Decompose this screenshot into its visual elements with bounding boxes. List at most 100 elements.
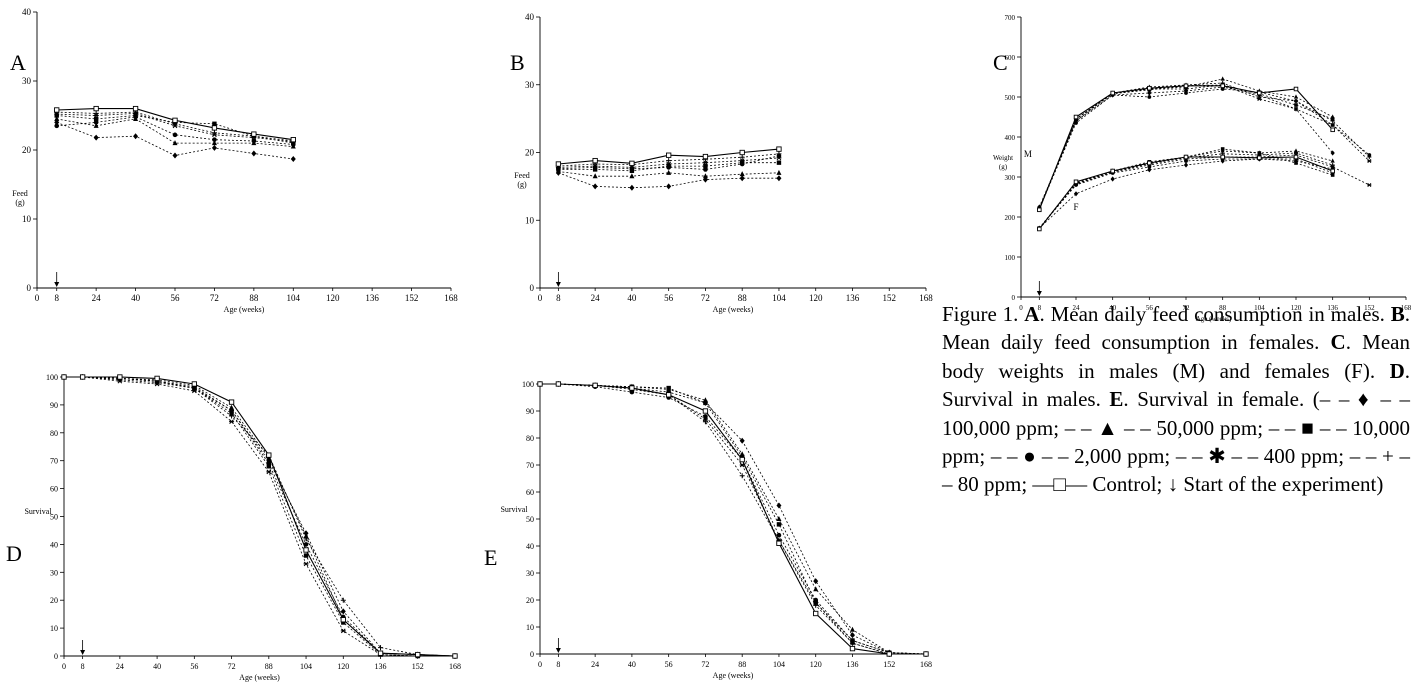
x-tick-label: 56 xyxy=(190,662,198,671)
data-point-open-square xyxy=(776,540,782,546)
y-tick-label: 20 xyxy=(50,596,58,605)
data-point-square xyxy=(266,464,272,469)
x-tick-label: 40 xyxy=(153,662,161,671)
data-point-open-square xyxy=(555,381,562,387)
x-tick-label: 168 xyxy=(444,293,458,303)
data-point-plus xyxy=(702,419,708,425)
data-point-open-square xyxy=(702,153,709,160)
data-point-open-square xyxy=(1220,83,1225,89)
legend-control: —□— Control; xyxy=(1032,472,1163,497)
x-tick-label: 8 xyxy=(556,293,561,303)
data-point-square xyxy=(303,553,309,558)
data-point-open-square xyxy=(154,375,160,382)
x-tick-label: 104 xyxy=(300,662,312,671)
data-point-open-square xyxy=(1330,127,1335,133)
y-axis-label: Feed xyxy=(12,189,28,198)
data-point-circle xyxy=(1294,159,1298,163)
data-point-plus xyxy=(1257,94,1262,100)
data-point-square xyxy=(703,163,708,169)
x-tick-label: 40 xyxy=(131,293,141,303)
chart-panel-e: 0 10 20 30 40 50 60 70 80 90 100 0 8 24 40 56 72 88 104 120… xyxy=(484,380,932,680)
data-point-diamond xyxy=(776,502,782,509)
y-tick-label: 0 xyxy=(530,650,534,659)
x-tick-label: 8 xyxy=(81,662,85,671)
x-tick-label: 88 xyxy=(249,293,259,303)
x-tick-label: 136 xyxy=(846,660,858,669)
data-point-open-square xyxy=(1183,154,1189,160)
data-point-open-square xyxy=(702,408,709,414)
start-arrow-head xyxy=(555,282,561,287)
series-line-open-square xyxy=(64,376,456,657)
legend-start: ↓ Start of the experiment) xyxy=(1167,472,1384,497)
series-line-open-square xyxy=(1038,156,1333,230)
x-tick-label: 168 xyxy=(920,660,932,669)
series-line-square xyxy=(540,383,927,655)
figure-caption: Figure 1. A. Mean daily feed consumption… xyxy=(942,300,1410,499)
data-point-diamond xyxy=(290,155,296,162)
y-tick-label: 50 xyxy=(526,515,534,524)
data-point-open-square xyxy=(666,152,672,158)
data-point-open-square xyxy=(172,117,178,123)
x-tick-label: 104 xyxy=(773,660,785,669)
series-line-star xyxy=(56,112,294,143)
x-tick-label: 152 xyxy=(1364,304,1375,312)
data-point-diamond xyxy=(1183,162,1189,168)
data-point-diamond xyxy=(1183,88,1189,94)
data-point-diamond xyxy=(629,184,635,191)
x-tick-label: 136 xyxy=(365,293,379,303)
data-point-open-square xyxy=(132,105,139,112)
x-tick-label: 168 xyxy=(919,293,933,303)
y-tick-label: 40 xyxy=(22,7,32,17)
data-point-star xyxy=(303,561,309,567)
data-point-open-square xyxy=(813,610,819,617)
x-tick-label: 152 xyxy=(412,662,424,671)
data-point-circle xyxy=(54,123,60,129)
y-tick-label: 30 xyxy=(22,76,32,86)
series-line-open-square xyxy=(540,383,926,655)
x-axis-label: Age (weeks) xyxy=(713,671,754,680)
series-line-triangle xyxy=(1038,78,1333,209)
data-point-diamond xyxy=(1147,90,1152,96)
data-point-triangle xyxy=(776,516,782,521)
data-point-plus xyxy=(1330,118,1335,124)
data-point-plus xyxy=(1293,98,1299,104)
x-tick-label: 72 xyxy=(228,662,236,671)
legend-square: – – ■ – – 10,000 ppm; xyxy=(942,415,1410,469)
data-point-square xyxy=(93,116,99,122)
x-axis-label: Age (weeks) xyxy=(713,305,754,314)
data-point-open-square xyxy=(923,651,929,657)
y-tick-label: 80 xyxy=(526,434,534,443)
data-point-open-square xyxy=(1257,90,1262,96)
data-point-open-square xyxy=(1037,207,1042,213)
caption-a-label: A xyxy=(1024,302,1040,326)
x-tick-label: 152 xyxy=(882,293,896,303)
data-point-circle xyxy=(251,138,257,144)
data-point-open-square xyxy=(117,374,123,380)
caption-b-label: B xyxy=(1390,302,1405,326)
series-line-diamond xyxy=(1038,86,1334,208)
x-tick-label: 56 xyxy=(664,293,674,303)
data-point-plus xyxy=(739,154,745,160)
data-point-plus xyxy=(1367,154,1372,160)
data-point-open-square xyxy=(739,149,745,156)
y-tick-label: 10 xyxy=(50,624,58,633)
data-point-square xyxy=(212,121,217,126)
y-tick-label: 20 xyxy=(526,596,534,605)
caption-d-label: D xyxy=(1389,358,1405,383)
x-axis-label: Age (weeks) xyxy=(1196,315,1232,323)
data-point-circle xyxy=(776,532,782,538)
data-point-diamond xyxy=(133,133,139,140)
data-point-triangle xyxy=(229,404,235,410)
legend-diamond: – – ♦ – – 100,000 ppm; xyxy=(942,387,1411,440)
y-tick-label: 700 xyxy=(1005,14,1016,22)
data-point-circle xyxy=(212,137,217,142)
y-axis-label: Feed xyxy=(514,171,530,180)
data-point-open-square xyxy=(61,374,67,380)
data-point-open-square xyxy=(54,107,60,113)
data-point-open-square xyxy=(340,617,346,623)
y-tick-label: 600 xyxy=(1005,54,1016,62)
data-point-open-square xyxy=(415,651,421,658)
data-point-plus xyxy=(666,158,672,164)
x-tick-label: 168 xyxy=(449,662,461,671)
caption-e-label: E xyxy=(1109,387,1124,412)
